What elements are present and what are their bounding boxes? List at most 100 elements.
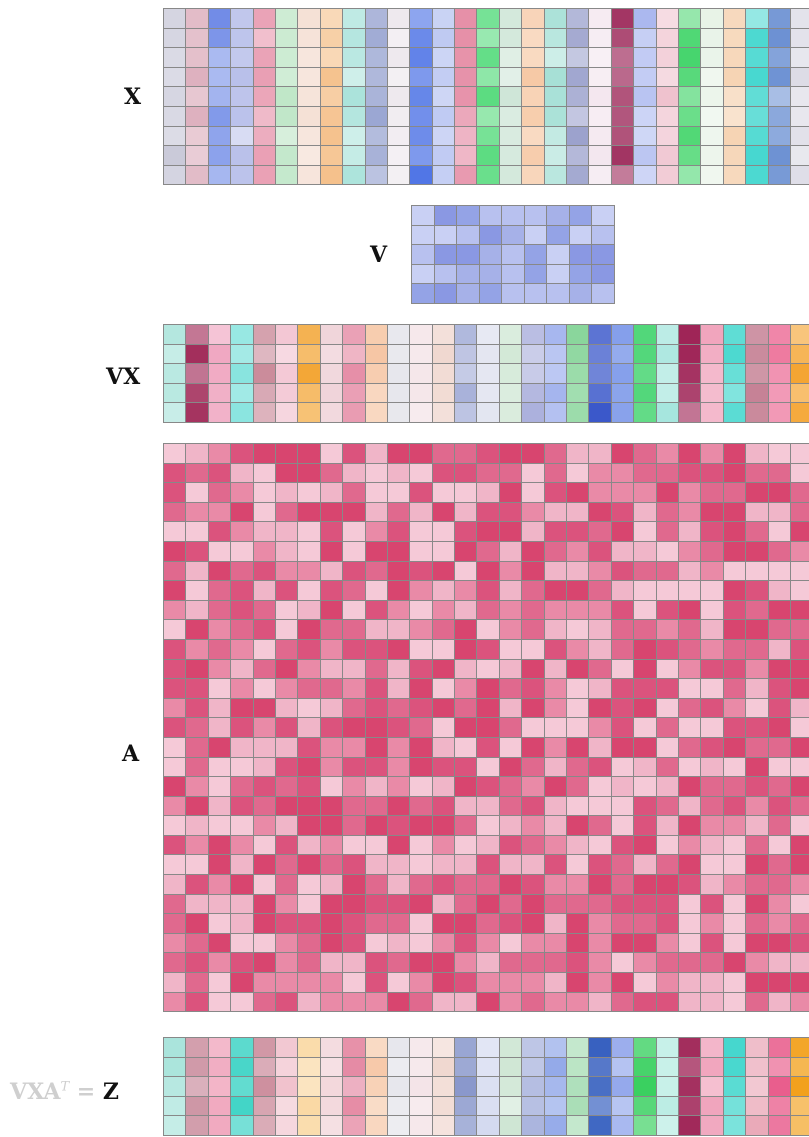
matrix-a-cell xyxy=(298,757,321,778)
matrix-a-cell xyxy=(611,914,635,934)
matrix-a-cell xyxy=(387,522,411,542)
matrix-vx-cell xyxy=(186,364,209,384)
matrix-a-cell xyxy=(231,835,254,856)
matrix-a-cell xyxy=(298,483,321,503)
matrix-a-cell xyxy=(410,522,433,542)
matrix-a-cell xyxy=(455,777,478,797)
matrix-x-cell xyxy=(186,48,209,68)
matrix-a-cell xyxy=(298,522,321,542)
matrix-x-cell xyxy=(432,67,456,88)
matrix-z-cell xyxy=(410,1116,433,1136)
matrix-x-cell xyxy=(164,9,187,29)
matrix-x-cell xyxy=(231,106,254,127)
matrix-a-cell xyxy=(432,914,456,934)
matrix-a-cell xyxy=(208,777,232,797)
matrix-v-cell xyxy=(547,225,570,246)
matrix-a-cell xyxy=(432,855,456,876)
matrix-a-cell xyxy=(723,953,747,974)
matrix-a-cell xyxy=(477,620,500,640)
matrix-a-cell xyxy=(186,718,209,738)
matrix-a-cell xyxy=(544,933,568,954)
matrix-a-cell xyxy=(320,737,344,758)
matrix-a-cell xyxy=(365,600,388,621)
matrix-v-cell xyxy=(569,206,592,226)
matrix-vx-cell xyxy=(231,364,254,384)
matrix-a-cell xyxy=(790,620,809,640)
matrix-a-cell xyxy=(522,718,545,738)
matrix-a-cell xyxy=(275,835,299,856)
matrix-vx-cell xyxy=(678,403,702,423)
matrix-z-cell xyxy=(589,1057,612,1078)
matrix-a-cell xyxy=(455,541,478,562)
matrix-vx-cell xyxy=(567,383,590,404)
matrix-a-cell xyxy=(186,933,209,954)
matrix-a-cell xyxy=(343,914,366,934)
matrix-vx-cell xyxy=(477,403,500,423)
matrix-a-cell xyxy=(790,698,809,719)
matrix-vx-cell xyxy=(253,325,276,345)
matrix-vx-cell xyxy=(231,403,254,423)
matrix-z-cell xyxy=(432,1077,456,1097)
matrix-a-cell xyxy=(298,796,321,817)
matrix-a-cell xyxy=(365,816,388,836)
matrix-a-cell xyxy=(499,502,523,523)
matrix-a-cell xyxy=(790,796,809,817)
matrix-vx-cell xyxy=(678,325,702,345)
matrix-a-cell xyxy=(567,777,590,797)
matrix-z-cell xyxy=(208,1096,232,1117)
matrix-vx-cell xyxy=(410,403,433,423)
matrix-a-cell xyxy=(746,973,769,993)
matrix-a-cell xyxy=(611,718,635,738)
matrix-x-cell xyxy=(387,106,411,127)
matrix-a-cell xyxy=(746,639,769,660)
matrix-a-cell xyxy=(410,639,433,660)
matrix-a-cell xyxy=(365,757,388,778)
matrix-a-cell xyxy=(477,561,500,582)
matrix-a-cell xyxy=(455,620,478,640)
matrix-a-cell xyxy=(723,875,747,895)
matrix-a-cell xyxy=(634,777,657,797)
matrix-a-cell xyxy=(701,620,724,640)
matrix-x-cell xyxy=(790,9,809,29)
matrix-a-cell xyxy=(544,679,568,699)
matrix-z-cell xyxy=(343,1038,366,1058)
matrix-a-cell xyxy=(208,855,232,876)
matrix-a-cell xyxy=(634,463,657,484)
matrix-x-cell xyxy=(499,9,523,29)
matrix-a-cell xyxy=(611,973,635,993)
matrix-a-cell xyxy=(275,561,299,582)
matrix-a-cell xyxy=(589,620,612,640)
matrix-a-cell xyxy=(522,973,545,993)
matrix-a-cell xyxy=(164,581,187,601)
matrix-a-cell xyxy=(253,698,276,719)
matrix-a-cell xyxy=(477,600,500,621)
matrix-x-cell xyxy=(746,165,769,186)
matrix-x-cell xyxy=(432,146,456,166)
matrix-a-cell xyxy=(768,777,791,797)
matrix-a-cell xyxy=(589,894,612,915)
matrix-a-cell xyxy=(567,522,590,542)
matrix-vx-cell xyxy=(365,325,388,345)
matrix-a-cell xyxy=(634,737,657,758)
matrix-a-cell xyxy=(410,777,433,797)
matrix-v xyxy=(411,205,615,304)
matrix-a-cell xyxy=(410,483,433,503)
matrix-a-cell xyxy=(275,718,299,738)
matrix-a-cell xyxy=(477,992,500,1013)
matrix-a-cell xyxy=(678,992,702,1013)
matrix-z-cell xyxy=(611,1057,635,1078)
matrix-a-cell xyxy=(365,561,388,582)
matrix-z-cell xyxy=(499,1077,523,1097)
matrix-vx-cell xyxy=(432,403,456,423)
matrix-vx-cell xyxy=(208,383,232,404)
matrix-a-cell xyxy=(634,679,657,699)
matrix-x-cell xyxy=(186,67,209,88)
matrix-z-cell xyxy=(678,1057,702,1078)
matrix-a-cell xyxy=(723,894,747,915)
matrix-z-cell xyxy=(186,1096,209,1117)
matrix-x-cell xyxy=(701,146,724,166)
matrix-v-cell xyxy=(412,264,435,285)
matrix-a-cell xyxy=(365,679,388,699)
matrix-a-cell xyxy=(567,463,590,484)
matrix-a-cell xyxy=(231,561,254,582)
